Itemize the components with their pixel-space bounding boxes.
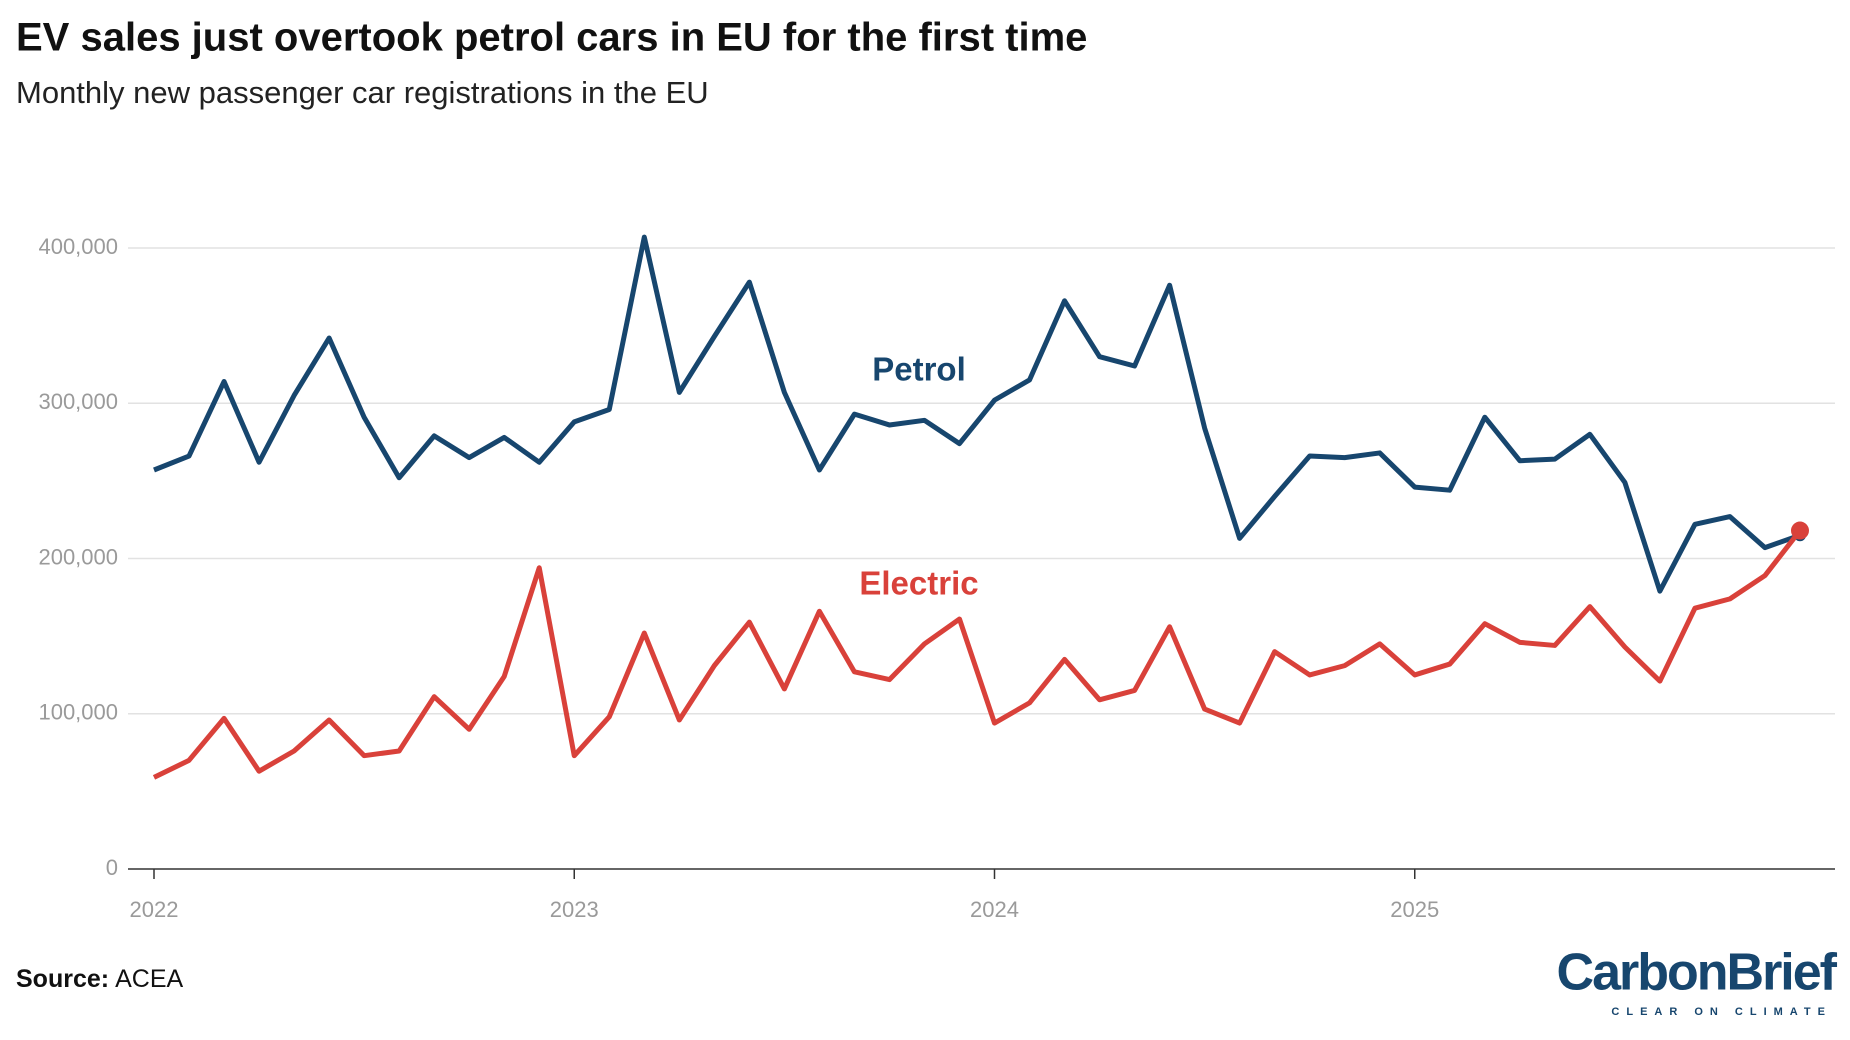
end-point <box>1790 521 1809 540</box>
line-label: Petrol <box>872 351 966 388</box>
x-tick-label: 2023 <box>550 897 599 922</box>
series-line <box>153 234 1801 594</box>
source-label: Source: <box>16 965 109 993</box>
series-line <box>152 529 1802 780</box>
logo: CarbonBrief <box>1557 944 1838 1002</box>
source-name: ACEA <box>115 965 183 993</box>
y-tick-label: 200,000 <box>38 544 118 569</box>
x-tick-label: 2022 <box>130 897 179 922</box>
y-tick-label: 300,000 <box>38 389 118 414</box>
x-tick-label: 2025 <box>1390 897 1439 922</box>
y-tick-label: 400,000 <box>38 234 118 259</box>
y-tick-label: 0 <box>106 855 118 880</box>
chart-subtitle: Monthly new passenger car registrations … <box>16 75 709 110</box>
line-label: Electric <box>859 565 978 602</box>
y-tick-label: 100,000 <box>38 700 118 725</box>
x-tick-label: 2024 <box>970 897 1019 922</box>
source: Source: ACEA <box>16 965 183 993</box>
chart-title: EV sales just overtook petrol cars in EU… <box>16 16 1087 60</box>
logo-tagline: CLEAR ON CLIMATE <box>1611 1006 1832 1018</box>
